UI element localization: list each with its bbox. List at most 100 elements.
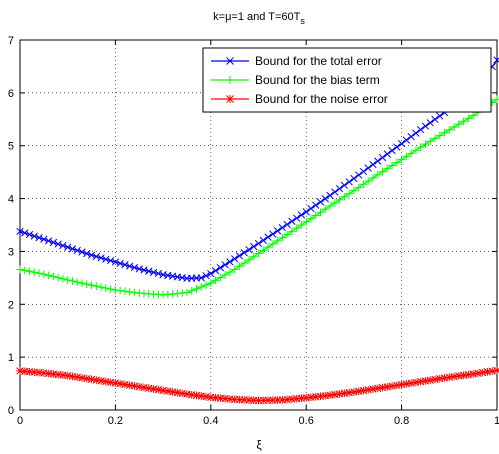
data-point-marker bbox=[355, 171, 363, 179]
data-point-marker bbox=[421, 122, 430, 130]
data-point-marker bbox=[116, 286, 124, 295]
data-point-marker bbox=[331, 188, 339, 196]
x-tick-label: 0.2 bbox=[108, 415, 123, 427]
data-point-marker bbox=[54, 273, 62, 282]
data-point-marker bbox=[216, 273, 225, 282]
data-point-marker bbox=[54, 240, 62, 248]
data-point-marker bbox=[240, 249, 248, 257]
data-point-marker bbox=[125, 288, 134, 296]
data-point-marker bbox=[302, 208, 310, 216]
data-point-marker bbox=[16, 227, 24, 235]
y-tick-label: 7 bbox=[8, 35, 14, 47]
data-point-marker bbox=[478, 368, 487, 377]
data-point-marker bbox=[316, 208, 325, 217]
y-tick-label: 6 bbox=[8, 88, 14, 100]
data-point-marker bbox=[345, 178, 353, 186]
data-point-marker bbox=[192, 285, 201, 293]
data-point-marker bbox=[407, 132, 415, 141]
data-point-marker bbox=[493, 366, 499, 375]
legend-entry: Bound for the total error bbox=[211, 54, 382, 68]
data-point-marker bbox=[264, 243, 272, 251]
data-point-marker bbox=[40, 235, 48, 243]
data-point-marker bbox=[278, 233, 287, 242]
data-point-marker bbox=[421, 140, 430, 148]
x-tick-label: 0.4 bbox=[203, 415, 218, 427]
data-point-marker bbox=[397, 155, 406, 164]
series-2 bbox=[16, 95, 499, 299]
data-point-marker bbox=[64, 243, 72, 251]
data-point-marker bbox=[445, 126, 454, 134]
data-point-marker bbox=[407, 149, 415, 158]
data-point-marker bbox=[440, 128, 449, 137]
data-point-marker bbox=[269, 240, 277, 248]
data-point-marker bbox=[135, 265, 143, 273]
legend-label: Bound for the bias term bbox=[255, 73, 380, 87]
data-point-marker bbox=[383, 383, 392, 391]
data-point-marker bbox=[178, 389, 186, 398]
data-point-marker bbox=[183, 288, 191, 297]
data-point-marker bbox=[383, 164, 392, 173]
data-point-marker bbox=[254, 239, 263, 248]
data-point-marker bbox=[283, 230, 291, 239]
data-point-marker bbox=[116, 259, 124, 268]
data-point-marker bbox=[68, 277, 77, 285]
data-point-marker bbox=[221, 261, 229, 269]
data-point-marker bbox=[278, 223, 287, 232]
data-point-marker bbox=[149, 268, 158, 277]
x-tick-label: 0 bbox=[17, 415, 23, 427]
data-point-marker bbox=[373, 170, 382, 179]
data-point-marker bbox=[207, 269, 215, 278]
data-point-marker bbox=[264, 233, 272, 241]
data-point-marker bbox=[364, 164, 372, 172]
data-point-marker bbox=[68, 245, 77, 253]
data-point-marker bbox=[202, 272, 210, 280]
x-tick-label: 1 bbox=[494, 415, 499, 427]
data-point-marker bbox=[226, 258, 234, 266]
data-point-marker bbox=[388, 146, 396, 155]
data-point-marker bbox=[435, 131, 444, 140]
data-point-marker bbox=[73, 278, 82, 286]
data-point-marker bbox=[126, 262, 134, 270]
series-3 bbox=[16, 366, 499, 405]
data-point-marker bbox=[102, 284, 110, 292]
series-layer bbox=[16, 56, 499, 405]
chart-title-subscript: s bbox=[300, 16, 305, 26]
data-point-marker bbox=[30, 268, 39, 277]
data-point-marker bbox=[412, 146, 420, 155]
data-point-marker bbox=[25, 267, 34, 276]
plot-area bbox=[19, 39, 498, 411]
data-point-marker bbox=[21, 229, 29, 237]
x-tick-label: 0.6 bbox=[299, 415, 314, 427]
data-point-marker bbox=[293, 214, 301, 222]
data-point-marker bbox=[283, 220, 291, 229]
data-point-marker bbox=[226, 95, 234, 103]
data-point-marker bbox=[254, 249, 263, 258]
y-tick-label: 2 bbox=[8, 299, 14, 311]
data-point-marker bbox=[335, 196, 344, 204]
data-point-marker bbox=[20, 266, 29, 275]
data-point-marker bbox=[402, 152, 411, 161]
data-point-marker bbox=[364, 177, 373, 185]
data-point-marker bbox=[240, 259, 248, 267]
data-point-marker bbox=[388, 161, 396, 170]
legend-label: Bound for the total error bbox=[255, 54, 382, 68]
data-point-marker bbox=[350, 174, 358, 183]
data-point-marker bbox=[359, 167, 368, 176]
data-point-marker bbox=[307, 214, 315, 223]
data-point-marker bbox=[226, 57, 234, 65]
data-point-marker bbox=[40, 270, 48, 278]
data-point-marker bbox=[288, 227, 296, 236]
data-point-marker bbox=[106, 256, 115, 265]
data-point-marker bbox=[369, 174, 377, 182]
data-point-marker bbox=[35, 269, 43, 278]
data-point-marker bbox=[226, 268, 234, 276]
data-point-marker bbox=[87, 281, 96, 290]
data-point-marker bbox=[321, 205, 330, 213]
data-point-marker bbox=[197, 274, 205, 282]
data-point-marker bbox=[245, 245, 253, 254]
chart-title: k=μ=1 and T=60Ts bbox=[213, 11, 305, 26]
data-point-marker bbox=[154, 385, 163, 394]
data-point-marker bbox=[345, 189, 353, 198]
data-point-marker bbox=[121, 287, 129, 296]
